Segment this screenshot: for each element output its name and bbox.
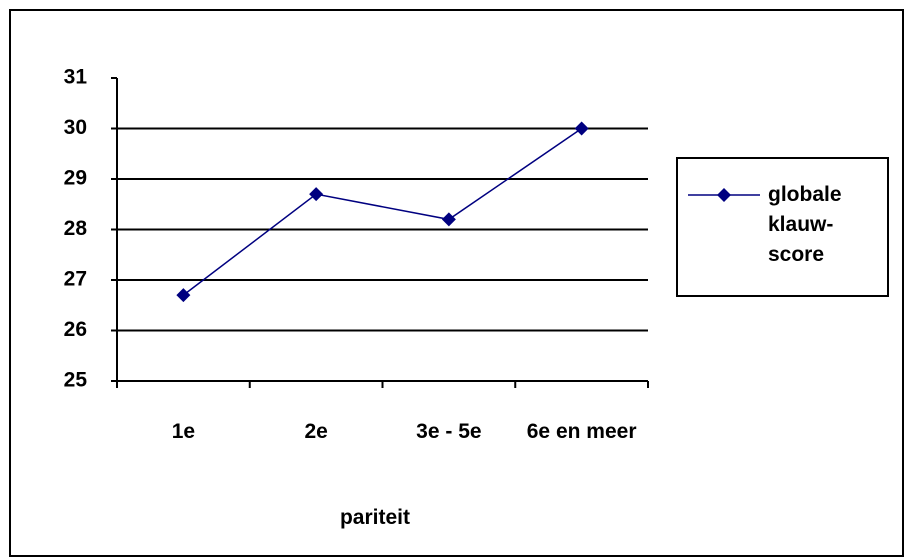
- x-axis-label: pariteit: [339, 506, 410, 529]
- legend-box: [676, 157, 889, 297]
- x-tick-label: 2e: [304, 420, 328, 443]
- y-tick-label: 25: [64, 369, 88, 392]
- y-tick-label: 29: [64, 167, 87, 190]
- x-tick-label: 6e en meer: [526, 420, 637, 443]
- y-tick-label: 30: [64, 116, 87, 139]
- x-tick-label: 3e - 5e: [416, 420, 482, 443]
- y-tick-label: 27: [64, 268, 87, 291]
- series-line: [182, 127, 583, 296]
- y-tick-label: 26: [64, 318, 87, 341]
- x-tick-label: 1e: [171, 420, 196, 443]
- y-tick-label: 31: [64, 66, 88, 89]
- data-point: [574, 121, 589, 136]
- data-point: [441, 212, 456, 227]
- data-point: [176, 288, 191, 303]
- y-tick-label: 28: [64, 217, 88, 240]
- data-point: [309, 187, 324, 202]
- legend-label: globale klauw-score: [768, 183, 842, 266]
- legend-marker: [717, 188, 731, 202]
